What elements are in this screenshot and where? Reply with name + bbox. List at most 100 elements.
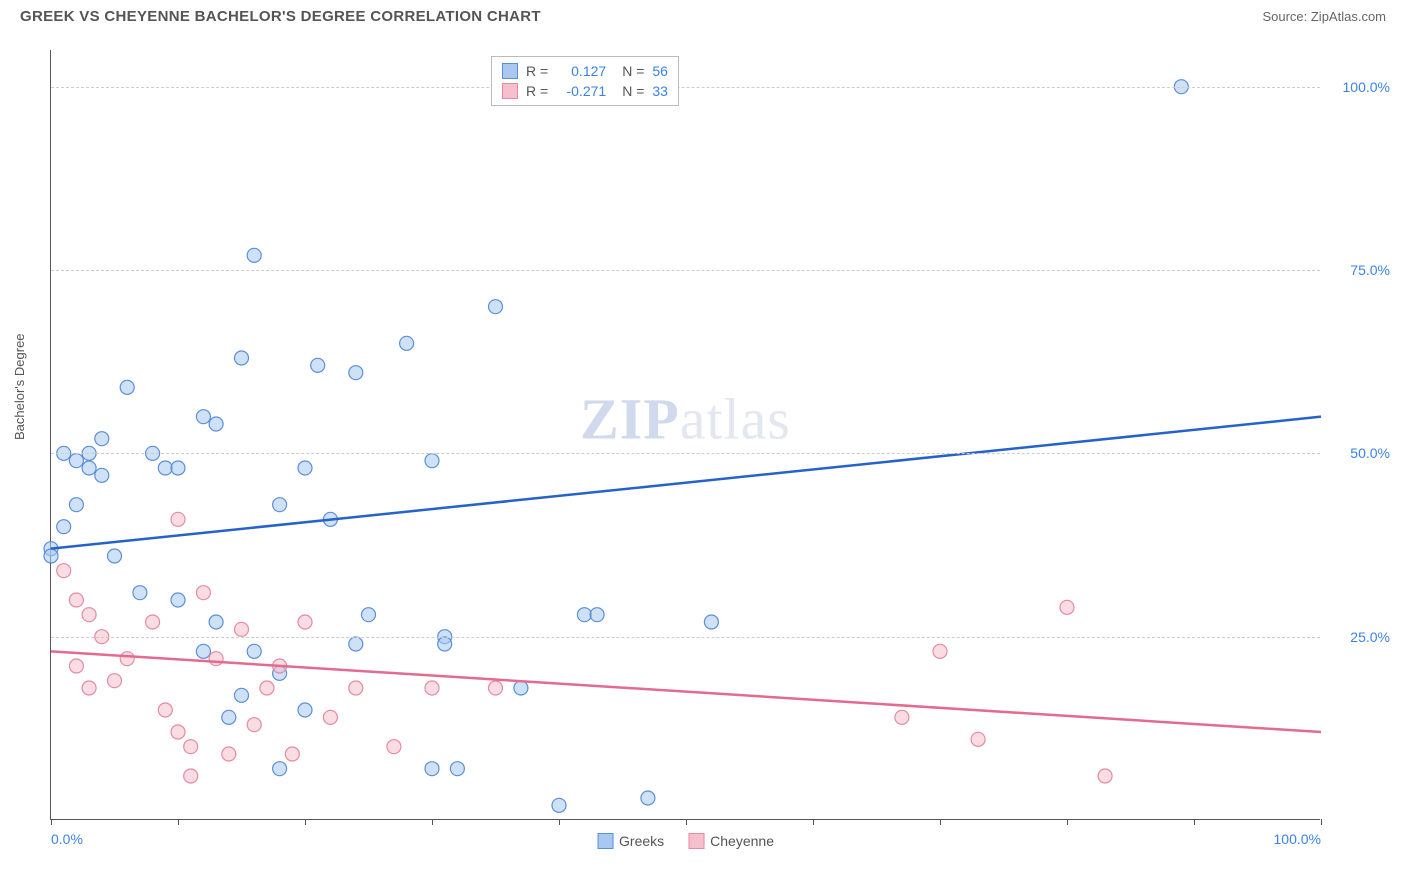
data-point [69,454,83,468]
data-point [184,769,198,783]
data-point [349,637,363,651]
y-axis-label: Bachelor's Degree [12,333,27,440]
data-point [349,366,363,380]
data-point [552,798,566,812]
trend-line [51,417,1321,549]
data-point [209,615,223,629]
x-tick-label: 0.0% [51,831,83,847]
data-point [362,608,376,622]
data-point [158,703,172,717]
legend-series-label: Cheyenne [710,833,774,849]
data-point [82,681,96,695]
scatter-plot [51,50,1320,819]
data-point [704,615,718,629]
data-point [1098,769,1112,783]
n-value: 33 [652,83,668,99]
data-point [95,432,109,446]
data-point [323,710,337,724]
data-point [298,615,312,629]
data-point [349,681,363,695]
data-point [171,593,185,607]
data-point [209,652,223,666]
x-tick [813,819,814,825]
y-tick-label: 100.0% [1343,79,1390,95]
legend-swatch [688,833,704,849]
data-point [590,608,604,622]
data-point [235,351,249,365]
data-point [1060,600,1074,614]
data-point [247,248,261,262]
legend-series-item: Greeks [597,833,664,849]
n-label: N = [622,63,644,79]
data-point [425,454,439,468]
data-point [196,586,210,600]
data-point [57,520,71,534]
legend-series-item: Cheyenne [688,833,774,849]
x-tick [686,819,687,825]
data-point [196,410,210,424]
data-point [387,740,401,754]
chart-title: GREEK VS CHEYENNE BACHELOR'S DEGREE CORR… [20,8,541,25]
x-tick [559,819,560,825]
data-point [438,637,452,651]
x-tick [51,819,52,825]
data-point [69,593,83,607]
data-point [425,681,439,695]
data-point [235,688,249,702]
data-point [933,644,947,658]
x-tick [1067,819,1068,825]
gridline [51,453,1320,454]
data-point [82,608,96,622]
data-point [400,336,414,350]
data-point [425,762,439,776]
data-point [82,461,96,475]
data-point [222,747,236,761]
data-point [273,762,287,776]
data-point [489,300,503,314]
data-point [298,461,312,475]
x-tick [432,819,433,825]
gridline [51,637,1320,638]
data-point [260,681,274,695]
x-tick [1321,819,1322,825]
data-point [44,549,58,563]
x-tick [1194,819,1195,825]
gridline [51,87,1320,88]
data-point [120,652,134,666]
data-point [235,622,249,636]
data-point [450,762,464,776]
data-point [577,608,591,622]
data-point [171,512,185,526]
gridline [51,270,1320,271]
r-value: 0.127 [556,63,606,79]
legend-stat-row: R =-0.271N =33 [502,81,668,101]
source-label: Source: ZipAtlas.com [1262,9,1386,24]
data-point [222,710,236,724]
data-point [95,468,109,482]
x-tick [305,819,306,825]
chart-area: ZIPatlas R =0.127N =56R =-0.271N =33 Gre… [50,50,1320,820]
data-point [184,740,198,754]
data-point [971,732,985,746]
x-tick [178,819,179,825]
legend-stats: R =0.127N =56R =-0.271N =33 [491,56,679,106]
data-point [69,659,83,673]
data-point [514,681,528,695]
data-point [247,644,261,658]
legend-swatch [597,833,613,849]
r-value: -0.271 [556,83,606,99]
data-point [489,681,503,695]
y-tick-label: 50.0% [1350,445,1390,461]
legend-swatch [502,83,518,99]
legend-series: Greeks Cheyenne [597,833,774,849]
data-point [108,549,122,563]
x-tick-label: 100.0% [1274,831,1321,847]
data-point [298,703,312,717]
legend-stat-row: R =0.127N =56 [502,61,668,81]
data-point [196,644,210,658]
data-point [57,564,71,578]
n-value: 56 [652,63,668,79]
data-point [895,710,909,724]
data-point [69,498,83,512]
x-tick [940,819,941,825]
